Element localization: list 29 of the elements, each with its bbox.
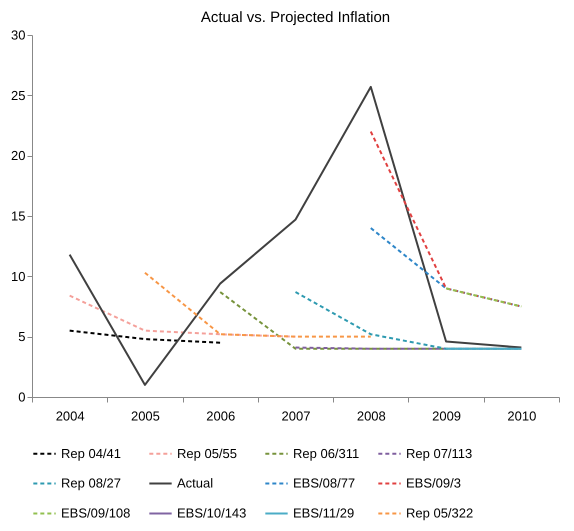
legend-label: EBS/09/3: [406, 476, 461, 490]
legend-label: EBS/08/77: [293, 476, 356, 490]
y-tick-label: 30: [11, 28, 26, 42]
line-series: [68, 86, 522, 386]
x-tick-label: 2006: [206, 408, 236, 424]
legend-label: EBS/10/143: [177, 506, 246, 520]
y-tick-label: 5: [18, 329, 26, 344]
legend-label: Rep 07/113: [406, 446, 472, 461]
x-tick-label: 2005: [130, 408, 160, 424]
legend-label: Rep 06/311: [293, 446, 360, 461]
y-tick-label: 20: [11, 148, 26, 164]
y-tick-label: 25: [11, 88, 26, 103]
x-tick-label: 2009: [432, 408, 462, 424]
line-series: [68, 294, 296, 338]
chart-title: Actual vs. Projected Inflation: [200, 9, 390, 26]
legend-label: Rep 05/322: [406, 506, 474, 520]
y-tick-label: 0: [18, 390, 26, 404]
x-tick-label: 2008: [356, 408, 386, 424]
x-tick-label: 2010: [507, 408, 536, 424]
legend-label: EBS/09/108: [61, 506, 130, 520]
x-tick-label: 2007: [282, 408, 310, 424]
y-tick-label: 10: [11, 268, 26, 284]
legend-label: Rep 04/41: [61, 446, 121, 461]
x-tick-label: 2004: [56, 408, 85, 424]
legend-label: Actual: [177, 476, 214, 490]
legend-label: EBS/11/29: [293, 506, 354, 520]
legend-label: Rep 08/27: [61, 476, 121, 490]
y-tick-label: 15: [11, 208, 26, 224]
legend-label: Rep 05/55: [177, 446, 237, 461]
